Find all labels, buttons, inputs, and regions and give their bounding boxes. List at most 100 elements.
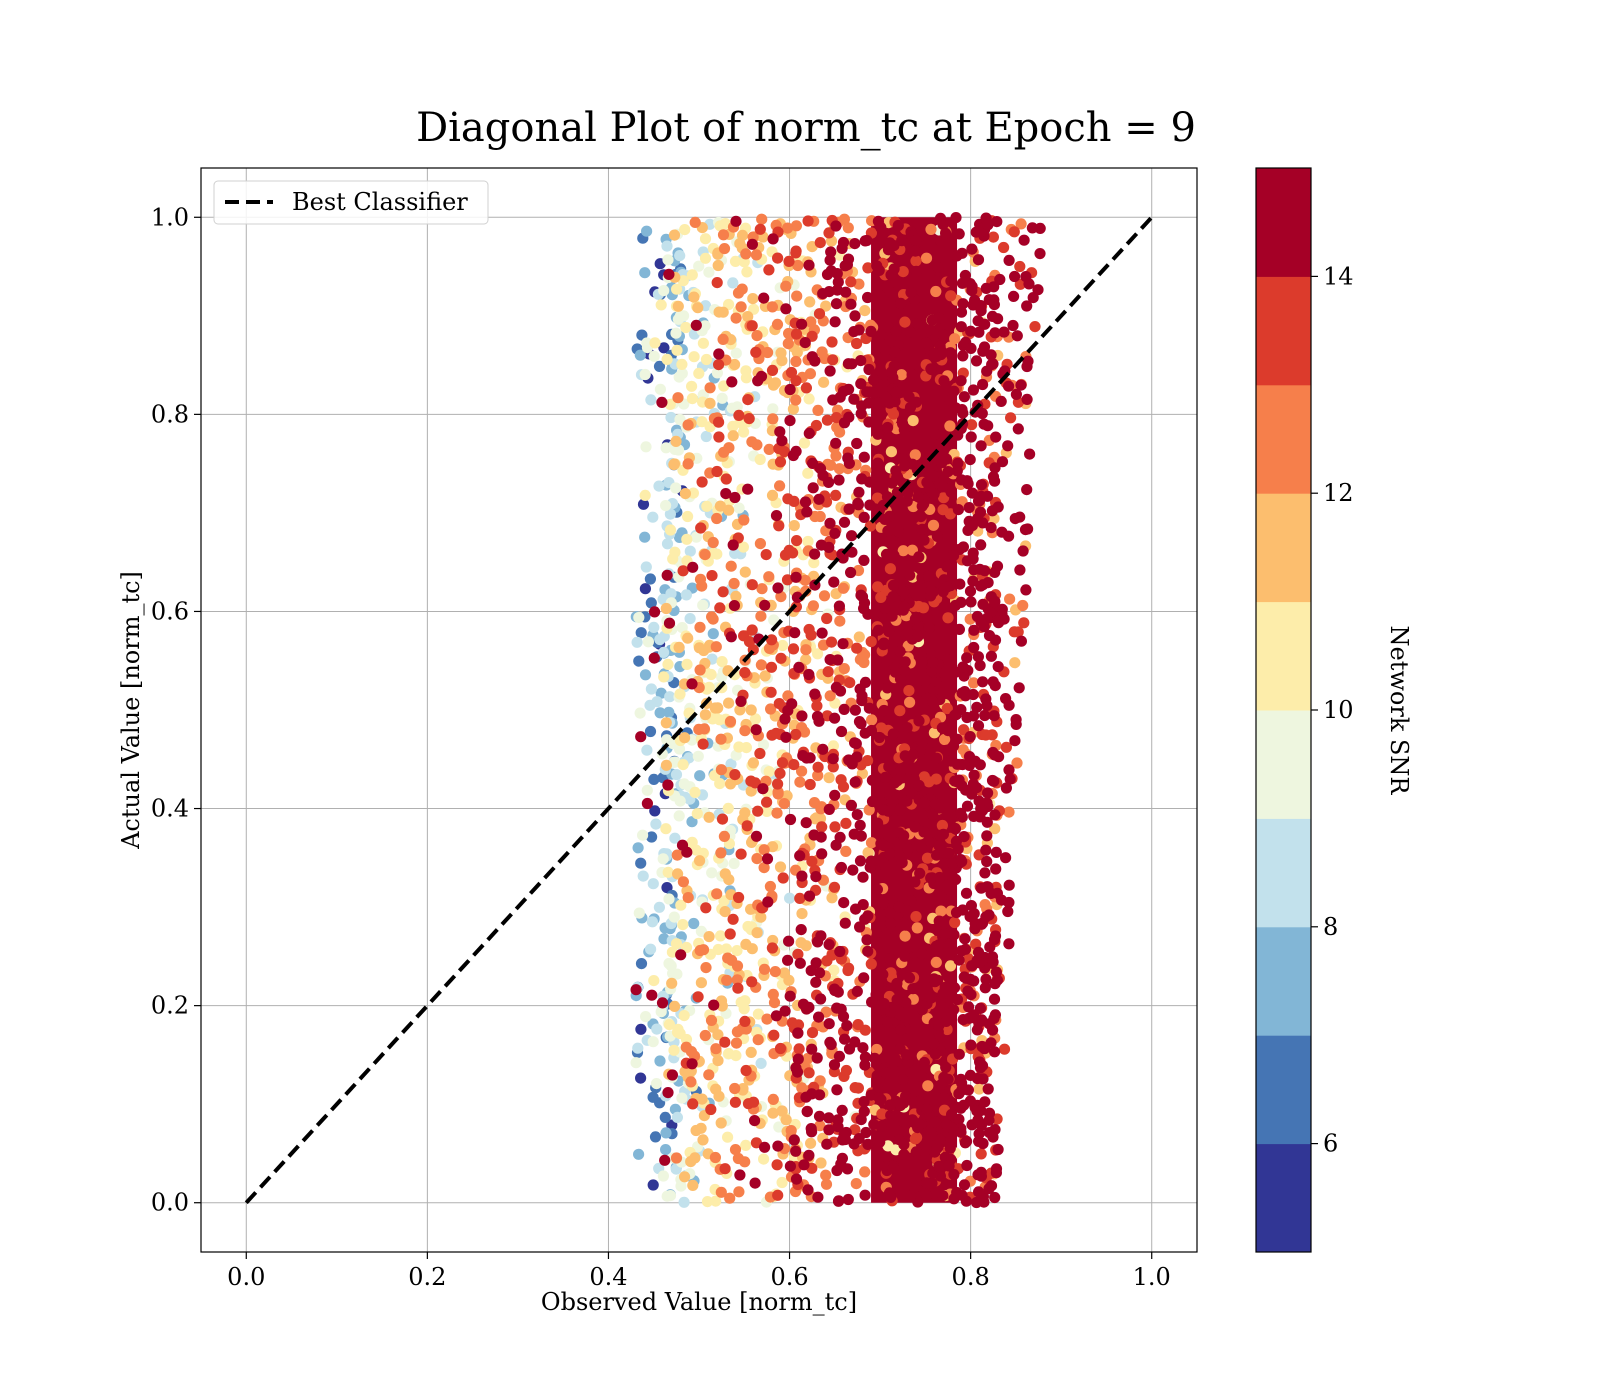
scatter-point bbox=[645, 943, 657, 955]
scatter-point bbox=[858, 602, 870, 615]
scatter-point bbox=[666, 1119, 678, 1131]
scatter-point bbox=[757, 783, 769, 795]
scatter-point bbox=[758, 862, 770, 874]
scatter-point bbox=[770, 1010, 783, 1022]
scatter-point bbox=[865, 325, 877, 337]
scatter-point bbox=[948, 929, 960, 941]
scatter-point bbox=[989, 566, 1001, 579]
scatter-point bbox=[973, 495, 985, 507]
scatter-point bbox=[715, 733, 727, 745]
scatter-point bbox=[1018, 234, 1030, 246]
scatter-point bbox=[957, 350, 969, 362]
scatter-point bbox=[774, 480, 786, 492]
scatter-point bbox=[732, 1152, 745, 1165]
scatter-point bbox=[747, 293, 759, 305]
scatter-point bbox=[953, 954, 965, 966]
scatter-point bbox=[663, 617, 676, 629]
scatter-point bbox=[849, 1124, 861, 1136]
y-tick-label: 0.6 bbox=[151, 597, 189, 625]
scatter-point bbox=[733, 409, 745, 421]
scatter-point bbox=[717, 229, 730, 241]
scatter-point bbox=[955, 807, 967, 820]
scatter-point bbox=[814, 1120, 826, 1132]
scatter-point bbox=[862, 847, 874, 859]
scatter-point bbox=[732, 287, 745, 299]
scatter-point bbox=[653, 360, 666, 372]
scatter-point bbox=[684, 545, 696, 557]
scatter-point bbox=[781, 574, 794, 586]
scatter-point bbox=[722, 1131, 734, 1143]
scatter-point bbox=[837, 582, 850, 594]
scatter-point bbox=[833, 600, 846, 612]
scatter-point bbox=[820, 1178, 833, 1190]
scatter-point bbox=[686, 1058, 698, 1070]
scatter-point bbox=[957, 298, 969, 310]
scatter-point bbox=[719, 1036, 731, 1048]
scatter-point bbox=[862, 1138, 874, 1150]
scatter-point bbox=[1017, 599, 1029, 612]
scatter-point bbox=[735, 848, 747, 860]
scatter-point bbox=[987, 956, 999, 968]
scatter-point bbox=[791, 1066, 804, 1078]
scatter-point bbox=[827, 753, 839, 765]
scatter-point bbox=[858, 451, 870, 463]
scatter-point bbox=[863, 397, 875, 409]
scatter-point bbox=[849, 238, 861, 250]
scatter-point bbox=[865, 837, 878, 849]
scatter-point bbox=[863, 416, 875, 428]
scatter-point bbox=[809, 355, 821, 367]
scatter-point bbox=[794, 850, 806, 862]
scatter-point bbox=[697, 337, 710, 349]
scatter-point bbox=[803, 427, 815, 439]
scatter-point bbox=[700, 902, 712, 914]
scatter-point bbox=[865, 958, 877, 970]
scatter-point bbox=[934, 802, 946, 814]
scatter-point bbox=[673, 810, 685, 822]
scatter-point bbox=[888, 263, 900, 275]
scatter-point bbox=[989, 823, 1001, 835]
scatter-point bbox=[716, 392, 728, 404]
scatter-point bbox=[838, 417, 851, 429]
scatter-point bbox=[992, 1143, 1004, 1156]
scatter-point bbox=[815, 993, 827, 1005]
scatter-point bbox=[688, 291, 700, 303]
scatter-point bbox=[858, 1096, 870, 1108]
scatter-point bbox=[752, 1008, 765, 1020]
scatter-point bbox=[981, 830, 993, 842]
scatter-point bbox=[730, 347, 742, 359]
scatter-point bbox=[953, 1048, 965, 1060]
scatter-point bbox=[811, 1052, 823, 1064]
scatter-point bbox=[699, 233, 712, 245]
scatter-point bbox=[973, 326, 985, 338]
scatter-point bbox=[933, 915, 945, 927]
scatter-point bbox=[901, 722, 913, 734]
scatter-point bbox=[752, 805, 764, 817]
scatter-point bbox=[909, 1133, 922, 1145]
scatter-point bbox=[773, 1121, 785, 1133]
colorbar-tick-label: 6 bbox=[1323, 1130, 1338, 1158]
scatter-point bbox=[697, 599, 709, 611]
scatter-point bbox=[909, 876, 921, 888]
scatter-point bbox=[633, 611, 645, 624]
colorbar-tick-label: 14 bbox=[1323, 262, 1354, 290]
scatter-point bbox=[731, 945, 743, 957]
scatter-point bbox=[694, 770, 706, 782]
scatter-point bbox=[982, 787, 994, 799]
scatter-point bbox=[955, 321, 967, 333]
scatter-point bbox=[663, 268, 675, 280]
scatter-point bbox=[938, 375, 950, 387]
scatter-point bbox=[671, 849, 683, 861]
scatter-point bbox=[930, 773, 942, 785]
scatter-point bbox=[953, 1113, 965, 1125]
scatter-point bbox=[707, 547, 719, 559]
scatter-point bbox=[853, 631, 865, 643]
scatter-point bbox=[712, 943, 724, 956]
scatter-point bbox=[800, 817, 812, 829]
scatter-point bbox=[711, 512, 723, 525]
scatter-point bbox=[885, 917, 897, 930]
scatter-point bbox=[665, 588, 677, 600]
scatter-point bbox=[687, 1179, 699, 1191]
scatter-point bbox=[700, 353, 713, 366]
scatter-point bbox=[913, 551, 925, 563]
scatter-point bbox=[860, 1126, 872, 1139]
